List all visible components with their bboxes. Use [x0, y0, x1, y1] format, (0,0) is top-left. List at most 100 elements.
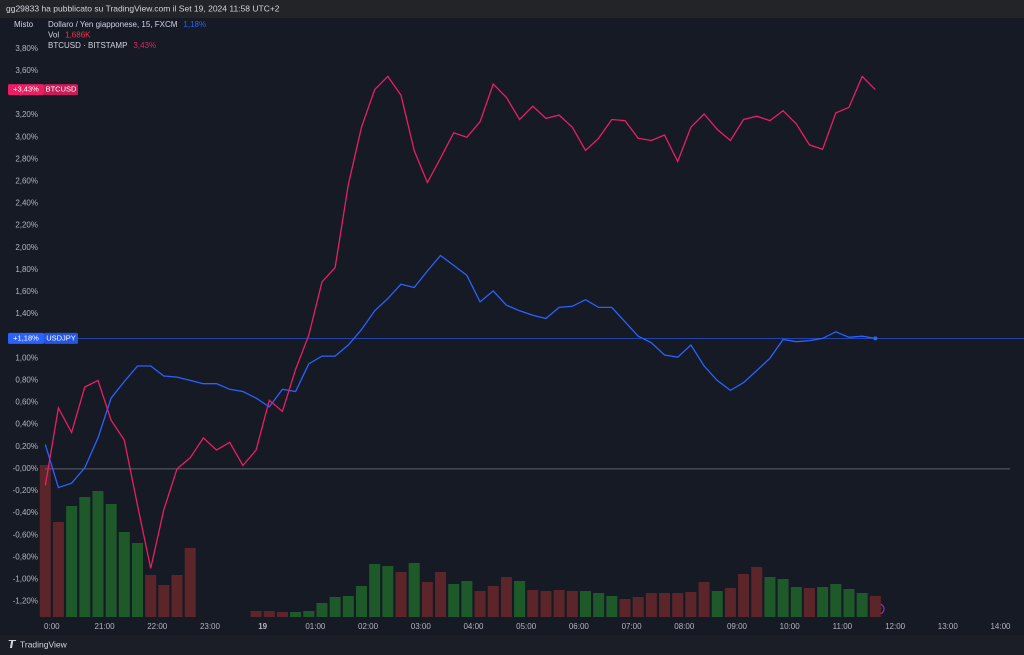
- legend-name: Vol: [48, 31, 59, 40]
- x-tick-label: 23:00: [200, 622, 221, 631]
- x-tick-label: 01:00: [305, 622, 326, 631]
- volume-bar: [316, 603, 328, 617]
- volume-bar: [303, 611, 315, 617]
- volume-bar: [645, 593, 657, 617]
- volume-bar: [553, 590, 565, 617]
- y-tick-label: 0,80%: [15, 376, 38, 385]
- volume-bar: [514, 581, 526, 617]
- volume-bar: [92, 491, 104, 617]
- y-tick-label: 1,00%: [15, 353, 38, 362]
- y-tick-label: 0,40%: [15, 420, 38, 429]
- logo-mark: 𝙏: [8, 639, 17, 651]
- x-tick-label: 09:00: [727, 622, 748, 631]
- volume-bar: [276, 612, 288, 617]
- legend-value: 3,43%: [133, 41, 156, 50]
- volume-bar: [52, 522, 64, 617]
- volume-bar: [790, 587, 802, 617]
- volume-bar: [369, 564, 381, 617]
- volume-bar: [659, 593, 671, 617]
- volume-bar: [711, 591, 723, 617]
- symbol-tag-label: BTCUSD: [46, 85, 77, 94]
- symbol-tag: [44, 332, 78, 344]
- x-tick-label: 03:00: [411, 622, 432, 631]
- y-tick-label: 2,60%: [15, 177, 38, 186]
- y-tick-label: 0,20%: [15, 442, 38, 451]
- x-tick-label: 12:00: [885, 622, 906, 631]
- y-tick-label: 2,20%: [15, 221, 38, 230]
- x-tick-label: 06:00: [569, 622, 590, 631]
- y-tick-label: 0,60%: [15, 398, 38, 407]
- y-tick-label: 3,00%: [15, 132, 38, 141]
- last-value-label: +1,18%: [13, 333, 39, 342]
- series-line: [44, 254, 876, 489]
- volume-bar: [448, 584, 460, 617]
- volume-bar: [487, 586, 499, 617]
- volume-bar: [39, 465, 51, 617]
- y-tick-label: 3,80%: [15, 44, 38, 53]
- x-tick-label: 10:00: [780, 622, 801, 631]
- footer-bar: [0, 635, 1024, 655]
- x-tick-label: 11:00: [833, 622, 853, 631]
- x-tick-label: 13:00: [938, 622, 959, 631]
- volume-bar: [355, 586, 367, 617]
- volume-bar: [869, 595, 881, 617]
- volume-bar: [672, 593, 684, 617]
- volume-bar: [685, 592, 697, 617]
- scale-mode[interactable]: Misto: [14, 20, 34, 29]
- volume-bar: [329, 597, 341, 617]
- volume-bar: [777, 579, 789, 617]
- series-line: [44, 75, 876, 569]
- volume-bar: [184, 548, 196, 617]
- last-value-tag: [8, 84, 44, 96]
- volume-bar: [751, 567, 763, 617]
- volume-bar: [263, 611, 275, 617]
- volume-bar: [619, 599, 631, 617]
- legend-name: Dollaro / Yen giapponese, 15, FXCM: [48, 20, 178, 29]
- volume-bar: [435, 572, 447, 617]
- volume-bar: [421, 582, 433, 617]
- y-tick-label: 3,60%: [15, 66, 38, 75]
- x-tick-label: 05:00: [516, 622, 537, 631]
- y-tick-label: 2,00%: [15, 243, 38, 252]
- volume-bar: [408, 563, 420, 617]
- footer-text: TradingView: [20, 639, 68, 649]
- volume-bar: [803, 588, 815, 617]
- y-tick-label: -0,20%: [13, 486, 38, 495]
- volume-bar: [395, 572, 407, 617]
- x-tick-label: 19: [258, 622, 267, 631]
- y-tick-label: -0,00%: [13, 464, 38, 473]
- volume-bar: [606, 596, 618, 617]
- volume-bar: [118, 532, 130, 617]
- x-tick-label: 21:00: [95, 622, 116, 631]
- volume-bar: [527, 590, 539, 617]
- x-tick-label: 14:00: [990, 622, 1011, 631]
- volume-bar: [724, 588, 736, 617]
- y-tick-label: 2,80%: [15, 154, 38, 163]
- last-value-tag: [8, 332, 44, 344]
- volume-bar: [830, 584, 842, 617]
- y-tick-label: 1,60%: [15, 287, 38, 296]
- volume-bar: [131, 543, 143, 617]
- volume-bar: [843, 589, 855, 617]
- volume-bar: [817, 587, 829, 617]
- legend-value: 1,686K: [65, 31, 91, 40]
- x-tick-label: 04:00: [463, 622, 484, 631]
- volume-bar: [474, 591, 486, 617]
- volume-bar: [461, 581, 473, 617]
- volume-bar: [145, 575, 157, 617]
- volume-bar: [66, 506, 78, 617]
- volume-bar: [738, 574, 750, 617]
- volume-bar: [171, 575, 183, 617]
- y-tick-label: 1,80%: [15, 265, 38, 274]
- volume-bar: [540, 591, 552, 617]
- volume-bar: [250, 611, 262, 617]
- volume-bar: [579, 591, 591, 617]
- volume-bar: [764, 577, 776, 617]
- volume-bar: [382, 566, 394, 617]
- y-tick-label: -0,40%: [13, 508, 38, 517]
- volume-bar: [105, 504, 117, 617]
- x-tick-label: 07:00: [622, 622, 643, 631]
- y-tick-label: -0,60%: [13, 530, 38, 539]
- y-tick-label: 3,20%: [15, 110, 38, 119]
- volume-bar: [342, 596, 354, 617]
